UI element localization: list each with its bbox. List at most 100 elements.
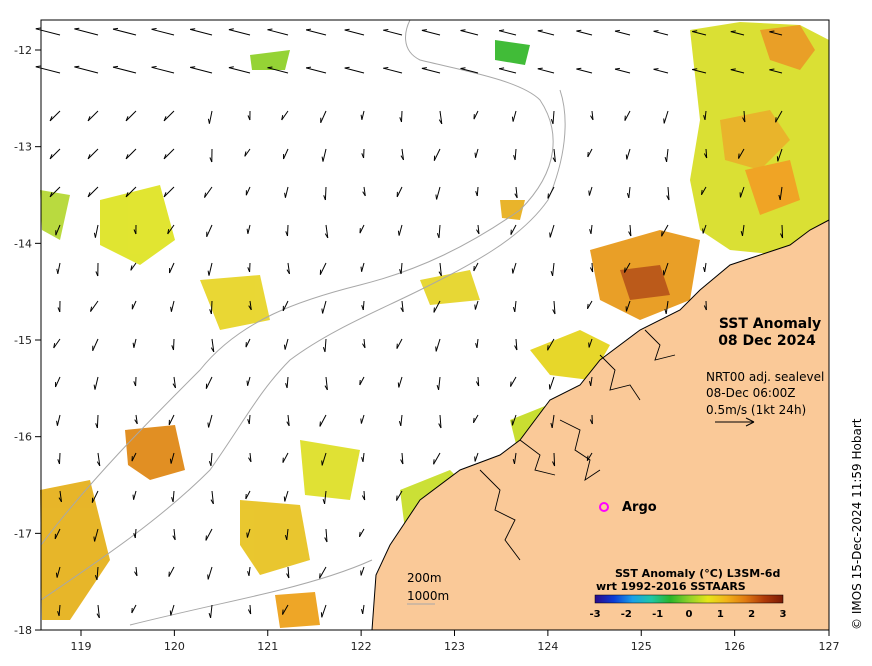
current-vector-head: [512, 458, 515, 465]
current-vector-head: [53, 343, 56, 349]
current-vector: [702, 224, 707, 234]
current-vector-head: [474, 304, 476, 310]
current-vector: [779, 186, 783, 200]
current-vector: [94, 376, 99, 390]
current-vector: [54, 528, 61, 540]
current-vector-head: [74, 27, 80, 30]
current-vector: [396, 490, 403, 501]
current-vector-head: [134, 419, 138, 425]
current-vector: [205, 376, 213, 389]
current-vector: [245, 338, 251, 348]
current-vector: [173, 376, 176, 388]
current-vector-head: [163, 154, 167, 160]
current-vector-head: [552, 309, 556, 315]
current-vector: [325, 528, 328, 543]
current-vector-head: [475, 381, 480, 387]
current-vector-head: [537, 67, 543, 70]
current-vector-head: [730, 68, 736, 71]
current-vector: [537, 30, 555, 36]
current-vector: [35, 28, 61, 36]
current-vector: [624, 262, 631, 273]
current-vector: [362, 452, 365, 462]
current-vector-head: [362, 343, 366, 349]
current-vector-head: [360, 266, 363, 272]
current-vector-head: [204, 192, 207, 198]
current-vector-head: [286, 421, 290, 427]
current-vector-head: [49, 192, 53, 198]
current-vector-head: [170, 306, 172, 312]
current-vector: [59, 452, 61, 465]
current-vector: [287, 414, 290, 426]
current-vector-head: [590, 115, 594, 121]
current-vector-head: [267, 28, 273, 31]
current-vector-head: [361, 153, 365, 159]
current-vector-head: [132, 494, 135, 500]
current-vector: [553, 300, 556, 315]
colorbar-tick-label: 3: [780, 609, 787, 620]
current-vector: [325, 376, 328, 390]
current-vector: [704, 110, 707, 120]
current-vector-head: [661, 231, 663, 237]
current-vector: [629, 224, 632, 237]
current-vector-head: [283, 344, 286, 350]
current-vector: [738, 148, 745, 159]
current-vector-head: [399, 117, 402, 123]
current-vector-head: [511, 116, 514, 122]
current-vector: [287, 566, 290, 579]
colorbar: [594, 594, 784, 604]
credit-label: © IMOS 15-Dec-2024 11:59 Hobart: [850, 418, 864, 630]
current-vector: [590, 376, 593, 386]
current-vector: [433, 300, 441, 313]
current-vector: [135, 566, 138, 576]
current-vector: [435, 338, 441, 352]
current-vector-head: [666, 195, 670, 201]
current-vector-head: [474, 152, 477, 158]
current-vector: [361, 262, 365, 272]
current-vector-head: [248, 305, 252, 311]
current-vector: [173, 338, 175, 351]
current-vector-head: [228, 66, 234, 69]
current-vector: [190, 66, 213, 74]
current-vector-head: [171, 345, 174, 351]
current-vector-head: [324, 537, 328, 543]
current-vector-head: [35, 65, 41, 68]
current-vector: [168, 566, 175, 577]
current-vector: [576, 68, 593, 74]
current-vector: [244, 148, 251, 157]
current-vector-head: [614, 29, 620, 32]
current-vector: [547, 186, 555, 199]
current-vector: [474, 452, 479, 462]
current-vector-head: [190, 66, 196, 68]
current-vector: [586, 452, 593, 461]
current-vector-head: [653, 68, 659, 70]
current-vector: [210, 452, 213, 467]
current-vector: [208, 262, 213, 276]
current-vector-head: [510, 381, 512, 387]
current-vector: [653, 68, 669, 74]
lon-tick-label: 121: [257, 640, 278, 653]
current-vector: [125, 186, 137, 198]
current-vector: [421, 67, 441, 74]
current-vector-head: [283, 496, 286, 502]
current-vector: [514, 452, 517, 464]
current-vector: [663, 262, 669, 276]
current-vector-head: [361, 608, 364, 615]
current-vector-head: [93, 232, 96, 238]
current-vector-head: [205, 535, 207, 541]
current-vector-head: [282, 609, 284, 615]
lat-tick-label: -12: [14, 44, 32, 57]
current-vector-head: [58, 497, 62, 503]
current-vector: [553, 452, 556, 467]
current-vector: [87, 110, 99, 122]
current-vector-head: [550, 119, 554, 125]
current-vector: [125, 110, 137, 122]
current-vector: [552, 110, 555, 125]
current-vector: [49, 110, 61, 122]
current-vector: [35, 66, 61, 74]
current-vector: [249, 604, 252, 615]
current-vector: [96, 414, 99, 429]
current-vector-head: [589, 419, 593, 425]
lon-tick-label: 126: [724, 640, 745, 653]
current-vector: [383, 67, 403, 74]
lat-tick-label: -14: [14, 237, 32, 250]
